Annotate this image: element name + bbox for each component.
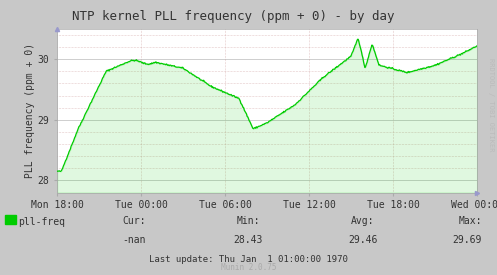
Text: 28.43: 28.43 — [234, 235, 263, 244]
Y-axis label: PLL frequency (ppm + 0): PLL frequency (ppm + 0) — [25, 43, 35, 178]
Text: -nan: -nan — [122, 235, 146, 244]
Text: NTP kernel PLL frequency (ppm + 0) - by day: NTP kernel PLL frequency (ppm + 0) - by … — [73, 10, 395, 23]
Text: Cur:: Cur: — [122, 216, 146, 226]
Text: Min:: Min: — [237, 216, 260, 226]
Text: pll-freq: pll-freq — [18, 217, 66, 227]
Text: RRDTOOL / TOBI OETIKER: RRDTOOL / TOBI OETIKER — [488, 58, 494, 151]
Text: 29.69: 29.69 — [453, 235, 482, 244]
Text: 29.46: 29.46 — [348, 235, 378, 244]
Text: Munin 2.0.75: Munin 2.0.75 — [221, 263, 276, 272]
Text: Avg:: Avg: — [351, 216, 375, 226]
Text: Last update: Thu Jan  1 01:00:00 1970: Last update: Thu Jan 1 01:00:00 1970 — [149, 255, 348, 264]
Text: Max:: Max: — [459, 216, 482, 226]
